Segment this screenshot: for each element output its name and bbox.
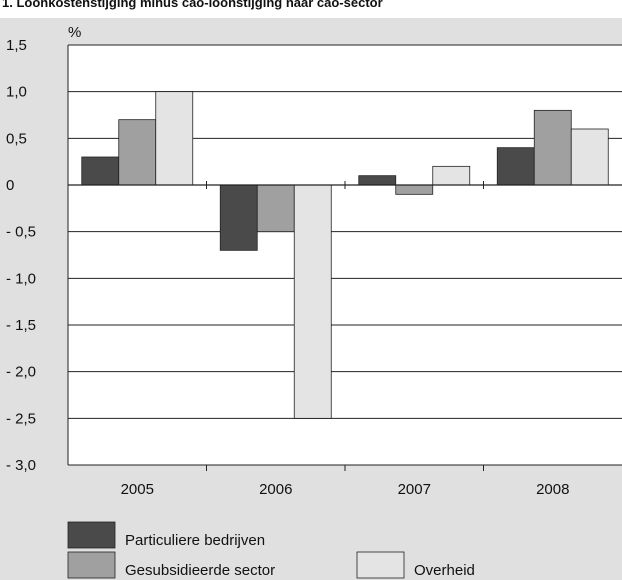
- bar-overheid-2008: [570, 128, 609, 186]
- legend-swatch-gesubsidieerde: [67, 551, 116, 579]
- y-tick-label: - 1,0: [6, 270, 36, 287]
- bar-gesubsidieerde-2006: [256, 184, 295, 233]
- bar-gesubsidieerde-2007: [395, 184, 434, 195]
- y-tick-label: 0: [6, 177, 14, 194]
- legend-label-particuliere: Particuliere bedrijven: [125, 532, 265, 549]
- bar-particuliere-2006: [219, 184, 258, 251]
- bar-gesubsidieerde-2005: [118, 119, 157, 186]
- y-tick-label: - 2,0: [6, 364, 36, 381]
- bar-particuliere-2007: [358, 175, 397, 186]
- x-tick-label: 2008: [536, 481, 569, 498]
- y-tick-label: 0,5: [6, 130, 27, 147]
- x-tick-label: 2007: [398, 481, 431, 498]
- y-tick-label: 1,5: [6, 37, 27, 54]
- plot-area: [68, 45, 622, 465]
- y-tick-label: - 3,0: [6, 457, 36, 474]
- bar-overheid-2006: [293, 184, 332, 419]
- y-tick-label: 1,0: [6, 84, 27, 101]
- y-tick-label: - 2,5: [6, 410, 36, 427]
- x-tick-label: 2005: [121, 481, 154, 498]
- legend-label-gesubsidieerde: Gesubsidieerde sector: [125, 562, 275, 579]
- x-tick-label: 2006: [259, 481, 292, 498]
- bar-overheid-2005: [155, 91, 194, 186]
- y-tick-label: - 0,5: [6, 224, 36, 241]
- chart-title: 1. Loonkostenstijging minus cao-loonstij…: [2, 0, 383, 10]
- legend-swatch-particuliere: [67, 521, 116, 549]
- y-unit-label: %: [68, 24, 81, 41]
- bar-gesubsidieerde-2008: [533, 109, 572, 186]
- bar-particuliere-2005: [81, 156, 120, 186]
- bar-overheid-2007: [432, 165, 471, 186]
- legend-label-overheid: Overheid: [414, 562, 475, 579]
- bar-particuliere-2008: [496, 147, 535, 186]
- legend-swatch-overheid: [356, 551, 405, 579]
- y-tick-label: - 1,5: [6, 317, 36, 334]
